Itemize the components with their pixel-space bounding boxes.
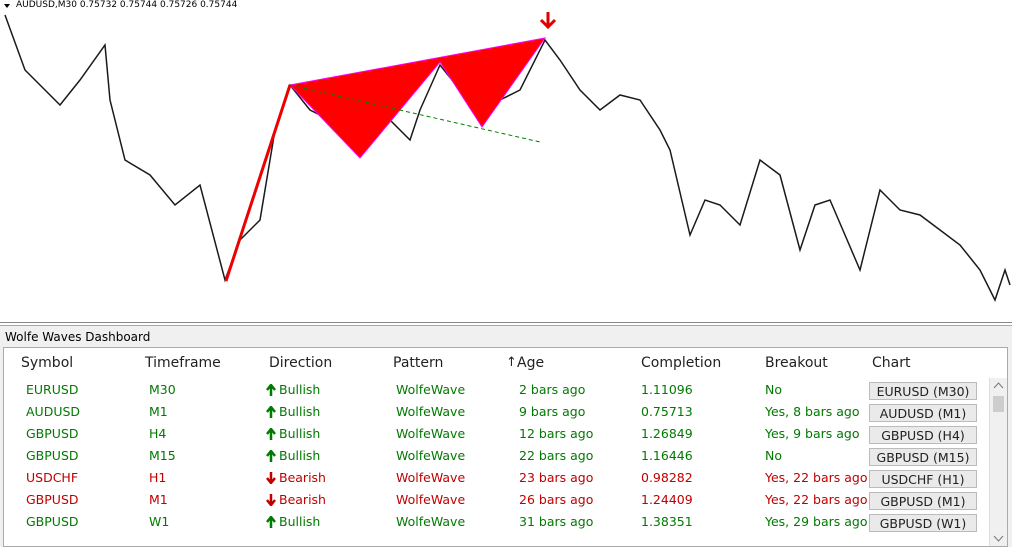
chart-button[interactable]: GBPUSD (H4) [869,426,977,444]
chart-button[interactable]: EURUSD (M30) [869,382,977,400]
wave-line [224,84,292,282]
chart-button[interactable]: GBPUSD (M1) [869,492,977,510]
direction-arrow [266,428,276,440]
column-header[interactable]: Timeframe [145,355,221,371]
sort-indicator: ↑ [506,355,517,370]
direction-arrow [266,450,276,462]
cell: 1.11096 [641,382,693,397]
cell: 0.75713 [641,404,693,419]
cell: 12 bars ago [519,426,594,441]
cell: 0.98282 [641,470,693,485]
cell: Yes, 22 bars ago [765,470,868,485]
cell: GBPUSD [26,514,79,529]
cell: Bullish [279,514,321,529]
cell: Bearish [279,492,326,507]
sell-arrow [539,12,557,30]
column-header[interactable]: Pattern [393,355,444,371]
cell: 1.38351 [641,514,693,529]
scrollbar[interactable] [989,378,1007,546]
cell: WolfeWave [396,448,466,463]
target-line [289,84,541,143]
cell: 2 bars ago [519,382,586,397]
cell: WolfeWave [396,470,466,485]
scrollbar-graphics [993,382,1004,542]
cell: Bullish [279,448,321,463]
cell: GBPUSD [26,448,79,463]
cell: Bearish [279,470,326,485]
column-header[interactable]: Age ↑ [506,355,545,371]
cell: Bullish [279,404,321,419]
chart-button[interactable]: GBPUSD (M15) [869,448,977,466]
cell: W1 [149,514,170,529]
dashboard-table: Symbol Timeframe Direction Pattern Age ↑ Compl… [3,347,1008,547]
cell: 22 bars ago [519,448,594,463]
cell: Bullish [279,426,321,441]
cell: GBPUSD [26,426,79,441]
cell: EURUSD [26,382,79,397]
direction-arrow [266,384,276,396]
dashboard-title: Wolfe Waves Dashboard [5,330,151,344]
column-header[interactable]: Completion [641,355,722,371]
cell: Yes, 22 bars ago [765,492,868,507]
cell: WolfeWave [396,382,466,397]
chart-button[interactable]: GBPUSD (W1) [869,514,977,532]
column-header[interactable]: Breakout [765,355,828,371]
cell: WolfeWave [396,514,466,529]
cell: No [765,448,782,463]
cell: M15 [149,448,176,463]
direction-arrow [266,406,276,418]
column-header[interactable]: Chart [872,355,911,371]
chart-canvas [4,4,1011,302]
cell: 23 bars ago [519,470,594,485]
chart-button[interactable]: USDCHF (H1) [869,470,977,488]
cell: Yes, 29 bars ago [765,514,868,529]
cell: WolfeWave [396,492,466,507]
direction-arrow [266,516,276,528]
cell: Yes, 9 bars ago [765,426,860,441]
cell: M1 [149,492,168,507]
cell: WolfeWave [396,404,466,419]
chart-header: AUDUSD,M30 0.75732 0.75744 0.75726 0.757… [16,0,238,10]
cell: M1 [149,404,168,419]
cell: GBPUSD [26,492,79,507]
column-header[interactable]: Direction [269,355,333,371]
column-header[interactable]: Symbol [21,355,74,371]
cell: WolfeWave [396,426,466,441]
dashboard: Wolfe Waves Dashboard Symbol Timeframe Dir… [0,325,1012,547]
cell: 9 bars ago [519,404,586,419]
direction-arrow [266,494,276,506]
cell: AUDUSD [26,404,81,419]
chart-button[interactable]: AUDUSD (M1) [869,404,977,422]
cell: USDCHF [26,470,79,485]
cell: Bullish [279,382,321,397]
cell: No [765,382,782,397]
cell: 31 bars ago [519,514,594,529]
price-line [4,14,1011,302]
cell: H4 [149,426,167,441]
cell: 1.26849 [641,426,693,441]
cell: 1.16446 [641,448,693,463]
cell: Yes, 8 bars ago [765,404,860,419]
price-chart: AUDUSD,M30 0.75732 0.75744 0.75726 0.757… [0,0,1012,323]
direction-arrow [266,472,276,484]
menu-triangle [4,4,10,8]
wolfe-wave-pattern [288,37,547,159]
cell: 26 bars ago [519,492,594,507]
cell: H1 [149,470,167,485]
cell: 1.24409 [641,492,693,507]
cell: M30 [149,382,176,397]
